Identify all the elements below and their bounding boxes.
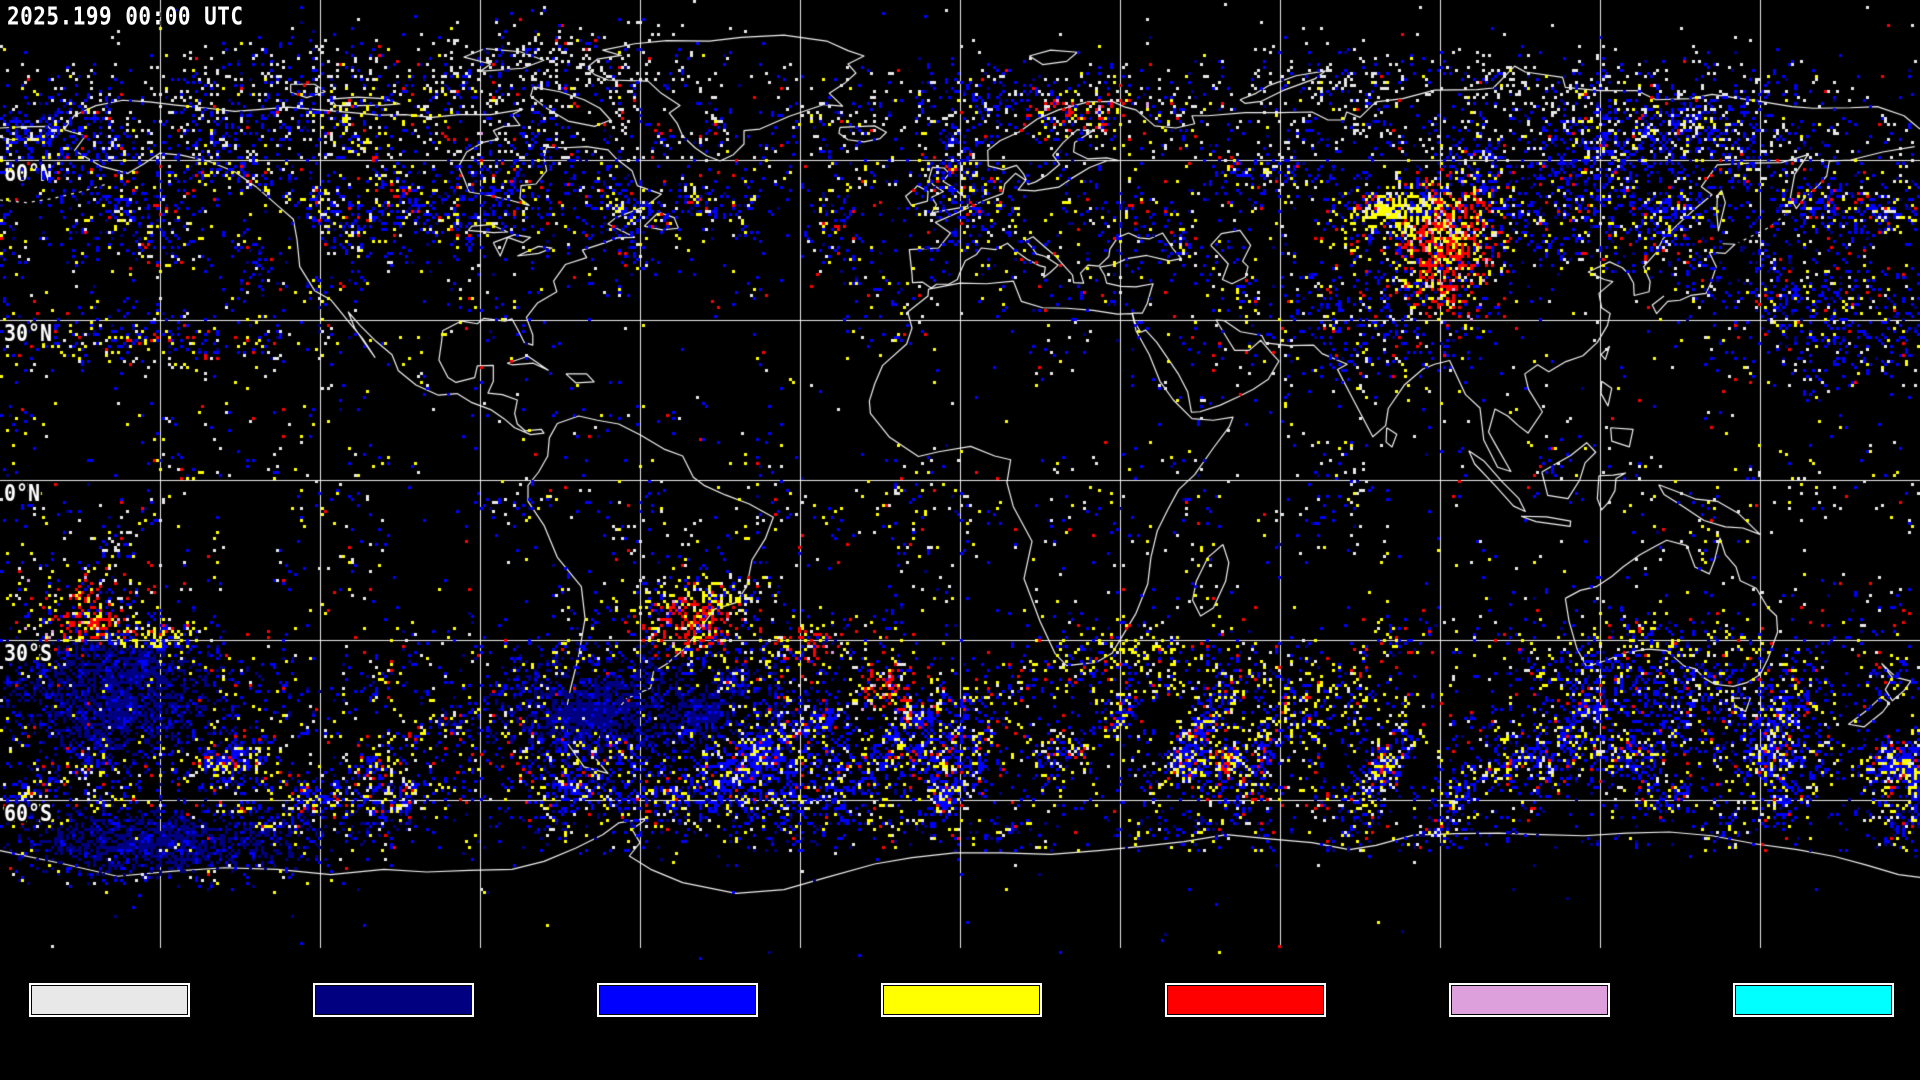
global-icing-map-canvas: [0, 0, 1920, 960]
legend-item-no-icing-retrieval: No Icing Retrieval: [0, 960, 251, 1080]
legend-swatch-high-probability: [880, 983, 1042, 1017]
legend-item-high-probability: High Probability of Light Icing: [819, 960, 1103, 1080]
legend-swatch-med-probability: [596, 983, 758, 1017]
legend-swatch-moderate-greater: [1164, 983, 1326, 1017]
timestamp-label: 2025.199 00:00 UTC: [7, 2, 244, 31]
legend-item-moderate-greater: Moderate/Greater Icing Likely: [1103, 960, 1387, 1080]
legend-item-night-icing: Night Icing: [1671, 960, 1920, 1080]
legend-swatch-low-probability: [312, 983, 474, 1017]
legend-swatch-night-icing: [1732, 983, 1894, 1017]
legend-swatch-heavy-icing: [1448, 983, 1610, 1017]
legend-swatch-no-icing-retrieval: [28, 983, 190, 1017]
legend-item-med-probability: Med.Probability of Light Icing: [535, 960, 819, 1080]
legend-item-heavy-icing: Heavy Icing: [1387, 960, 1671, 1080]
legend-item-low-probability: Low Probability of Light Icing: [251, 960, 535, 1080]
legend: No Icing Retrieval Low Probability of Li…: [0, 960, 1920, 1080]
